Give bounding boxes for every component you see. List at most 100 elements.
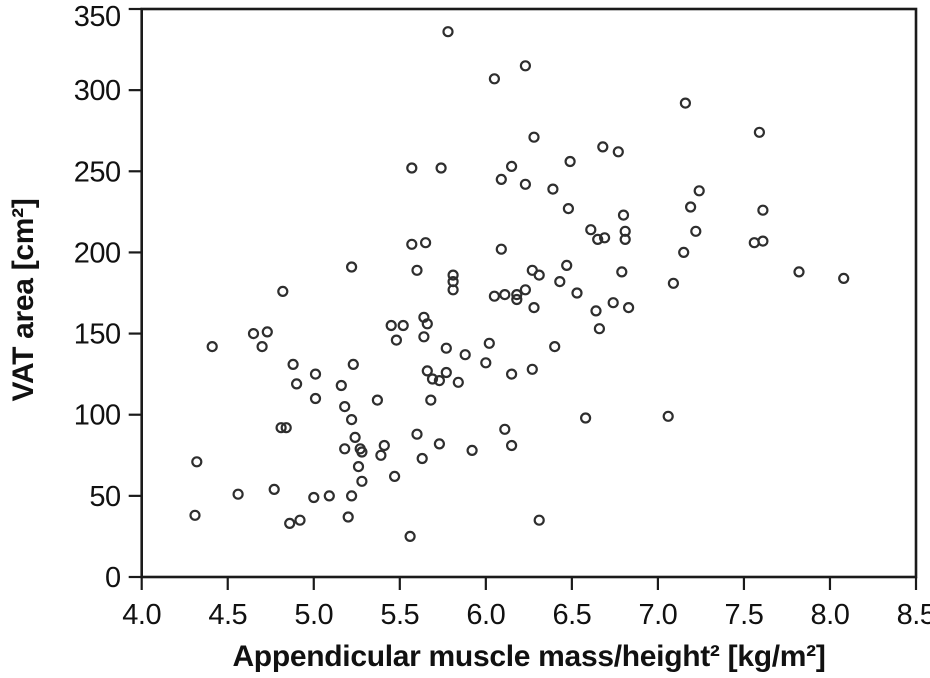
x-tick-label: 4.0	[122, 599, 161, 631]
data-point	[418, 331, 430, 343]
data-point	[256, 341, 268, 353]
data-point	[191, 456, 203, 468]
data-point	[585, 224, 597, 236]
y-tick-label: 200	[74, 237, 121, 269]
data-point	[562, 203, 575, 215]
data-point	[590, 305, 602, 317]
data-point	[189, 509, 201, 521]
data-point	[748, 237, 760, 249]
data-point	[291, 378, 303, 390]
y-tick-label: 0	[105, 562, 121, 594]
data-point	[598, 232, 611, 244]
data-point	[356, 475, 368, 487]
data-point	[452, 376, 464, 388]
data-point	[679, 97, 692, 109]
data-point	[499, 289, 511, 301]
data-point	[347, 358, 359, 370]
data-point	[593, 323, 606, 335]
data-point	[622, 302, 635, 314]
data-point	[397, 319, 409, 332]
x-tick-label: 6.5	[552, 599, 591, 631]
y-tick-label: 50	[89, 481, 120, 513]
data-point	[346, 490, 358, 502]
data-point	[511, 289, 523, 301]
y-tick-label: 150	[74, 319, 121, 351]
plot-border	[140, 7, 918, 579]
data-point	[433, 375, 445, 387]
data-point	[323, 490, 335, 502]
data-point	[447, 284, 459, 296]
x-axis-title: Appendicular muscle mass/height² [kg/m²]	[232, 640, 825, 673]
data-point	[488, 290, 500, 302]
data-point	[554, 276, 566, 288]
data-point	[404, 530, 416, 543]
x-tick-label: 7.5	[725, 599, 764, 631]
data-points	[189, 26, 850, 543]
data-point	[416, 452, 428, 465]
data-point	[506, 439, 518, 452]
data-point	[309, 368, 322, 380]
data-point	[346, 414, 358, 426]
data-point	[349, 431, 361, 443]
data-point	[617, 209, 630, 221]
data-point	[385, 319, 397, 332]
data-point	[753, 126, 766, 138]
data-point	[425, 394, 437, 406]
data-point	[435, 162, 447, 174]
data-point	[339, 443, 351, 455]
data-point	[838, 272, 850, 284]
data-point	[499, 423, 511, 435]
data-point	[616, 266, 628, 278]
data-point	[592, 233, 604, 245]
data-point	[547, 183, 559, 195]
data-point	[693, 185, 705, 197]
data-point	[793, 266, 805, 278]
data-point	[533, 514, 545, 526]
data-point	[440, 366, 452, 379]
data-point	[757, 235, 769, 247]
data-point	[466, 444, 478, 456]
data-point	[488, 73, 500, 85]
x-tick-label: 5.5	[380, 599, 419, 631]
data-point	[549, 341, 561, 353]
data-point	[411, 428, 423, 440]
data-point	[247, 328, 260, 340]
data-point	[411, 264, 423, 276]
data-point	[421, 318, 433, 330]
data-point	[564, 155, 576, 168]
data-point	[335, 379, 347, 392]
data-point	[406, 238, 418, 250]
x-tick-label: 4.5	[208, 599, 247, 631]
x-tick-label: 8.5	[897, 599, 930, 631]
data-point	[619, 233, 631, 245]
data-point	[597, 141, 609, 153]
data-point	[284, 517, 296, 530]
data-point	[232, 488, 244, 500]
data-point	[287, 358, 299, 370]
data-point	[426, 373, 439, 385]
data-point	[375, 449, 387, 461]
data-point	[519, 178, 532, 190]
data-point	[420, 237, 432, 249]
data-point	[511, 293, 523, 306]
data-point	[261, 326, 273, 338]
data-point	[561, 259, 573, 271]
data-point	[667, 277, 680, 289]
data-point	[206, 341, 218, 353]
y-axis-title: VAT area [cm²]	[7, 198, 40, 401]
data-point	[528, 302, 540, 314]
data-point	[277, 285, 289, 297]
data-point	[757, 204, 769, 216]
x-tick-label: 7.0	[638, 599, 677, 631]
data-point	[483, 337, 495, 349]
data-point	[459, 349, 471, 361]
y-tick-label: 250	[74, 156, 121, 188]
data-point	[356, 446, 368, 458]
data-point	[607, 297, 619, 309]
axis-ticks	[128, 7, 918, 590]
data-point	[690, 225, 702, 237]
data-point	[294, 514, 306, 526]
data-point	[495, 243, 507, 255]
